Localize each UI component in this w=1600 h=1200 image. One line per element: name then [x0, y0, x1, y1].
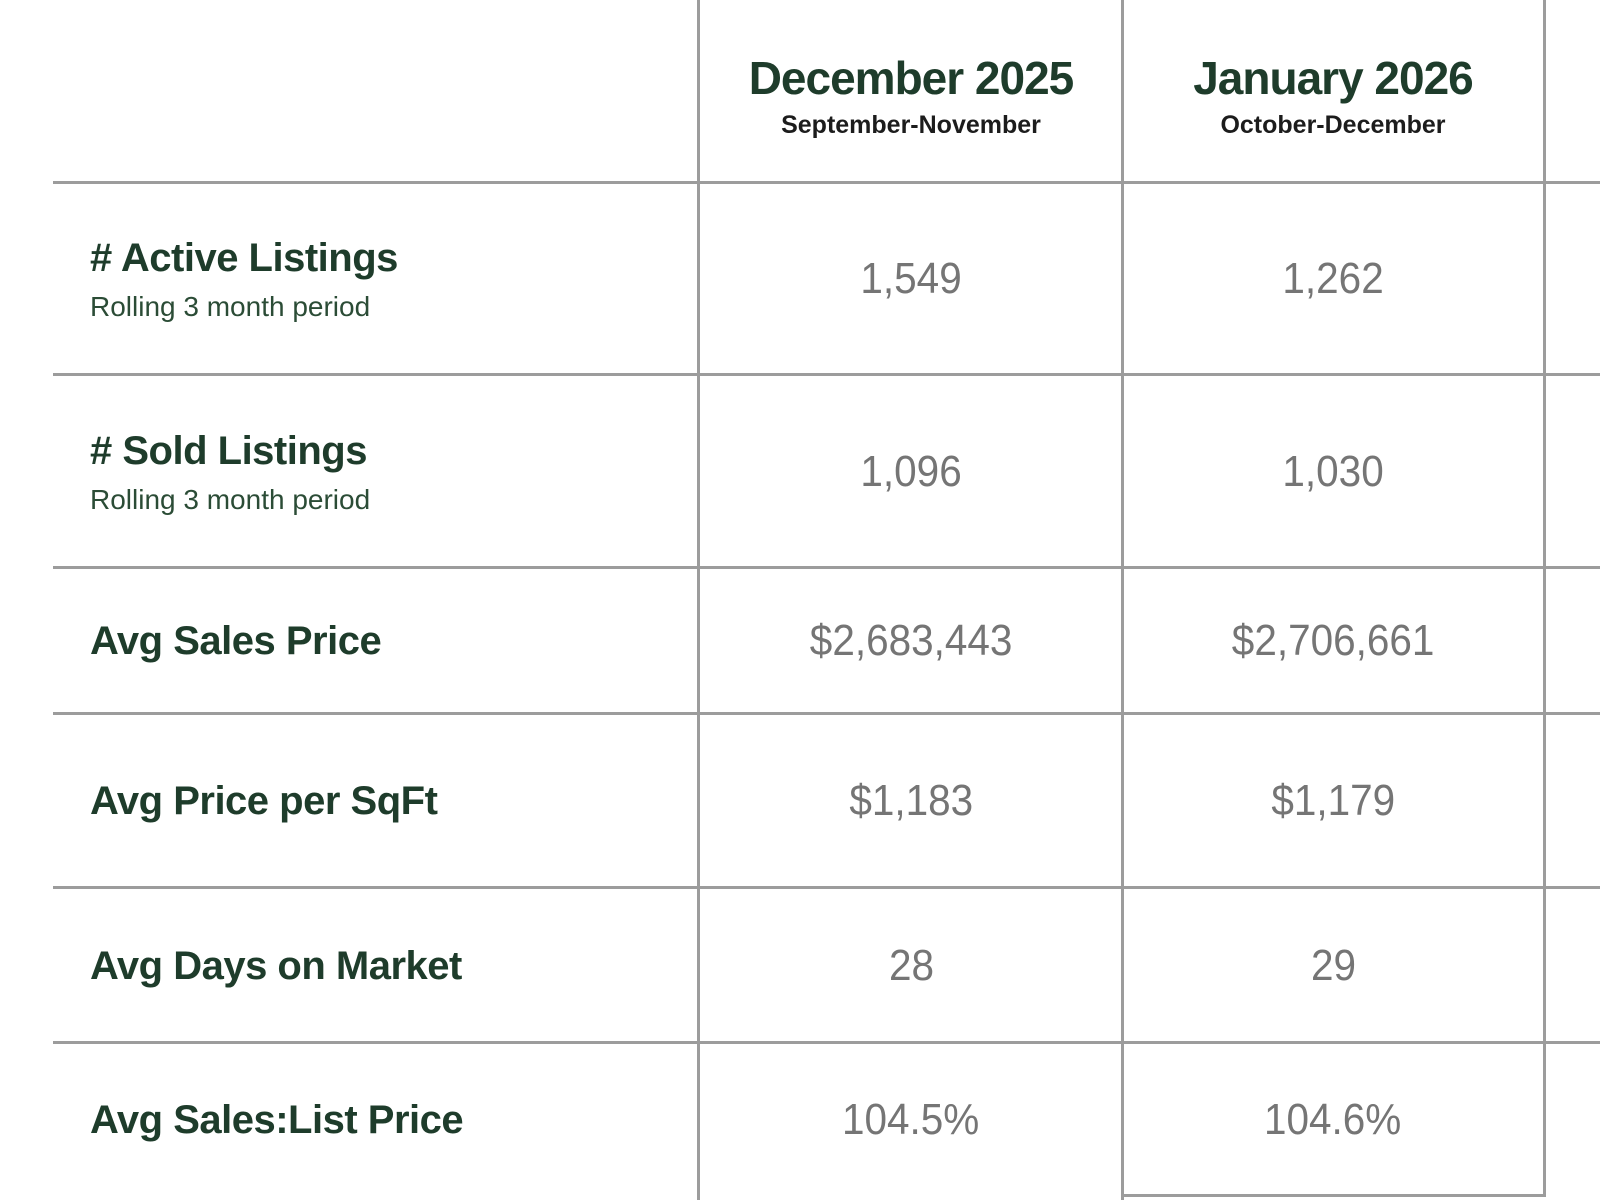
row-label-block: # Active Listings Rolling 3 month period — [90, 235, 398, 323]
cell-value-text: $1,179 — [1271, 776, 1395, 825]
column-subtitle: September-November — [781, 111, 1041, 140]
table-row-avg-sales-list-price: Avg Sales:List Price 104.5% 104.6% — [0, 1043, 1600, 1197]
header-row: December 2025 September-November January… — [0, 0, 1600, 183]
table-bottom-border — [1121, 1194, 1546, 1197]
row-label-block: Avg Price per SqFt — [90, 778, 438, 824]
cell-value-text: 29 — [1310, 940, 1356, 990]
cell-value: 1,096 — [699, 375, 1123, 568]
column-title: December 2025 — [748, 51, 1075, 104]
cell-value: 28 — [699, 888, 1123, 1043]
cell-value: 104.5% — [699, 1043, 1123, 1197]
cell-value: 104.6% — [1123, 1043, 1543, 1197]
row-divider — [53, 712, 1600, 715]
cell-value-text: 1,262 — [1282, 254, 1384, 303]
row-divider — [53, 1041, 1600, 1044]
cell-value-text: 1,030 — [1282, 446, 1384, 496]
column-divider-middle — [1121, 0, 1124, 1200]
cell-value: 1,030 — [1123, 375, 1543, 568]
column-header-december-2025: December 2025 September-November — [699, 0, 1123, 183]
table-row-avg-days-on-market: Avg Days on Market 28 29 — [0, 888, 1600, 1043]
column-header-january-2026: January 2026 October-December — [1123, 0, 1543, 183]
row-label: # Sold Listings — [90, 428, 367, 473]
row-label: Avg Days on Market — [90, 943, 462, 988]
row-label: # Active Listings — [90, 236, 398, 280]
row-label: Avg Sales:List Price — [90, 1098, 464, 1142]
cell-value: 1,549 — [699, 183, 1123, 375]
column-title: January 2026 — [1193, 51, 1474, 104]
cell-value-text: $1,183 — [849, 776, 973, 825]
column-subtitle: October-December — [1220, 111, 1446, 140]
column-divider-right — [1543, 0, 1546, 1197]
row-label-block: # Sold Listings Rolling 3 month period — [90, 428, 370, 516]
cell-value: $2,683,443 — [699, 568, 1123, 714]
row-label-block: Avg Sales:List Price — [90, 1097, 464, 1143]
cell-value-text: $2,706,661 — [1231, 616, 1435, 665]
cell-value-text: 1,096 — [860, 446, 962, 496]
cell-value: 29 — [1123, 888, 1543, 1043]
row-sublabel: Rolling 3 month period — [90, 291, 371, 322]
cell-value: $1,179 — [1123, 714, 1543, 888]
cell-value-text: 28 — [888, 940, 934, 990]
row-divider — [53, 181, 1600, 184]
row-label: Avg Sales Price — [90, 619, 382, 663]
row-divider — [53, 886, 1600, 889]
cell-value-text: 104.6% — [1264, 1095, 1402, 1144]
row-label-block: Avg Sales Price — [90, 618, 382, 664]
table-row-active-listings: # Active Listings Rolling 3 month period… — [0, 183, 1600, 375]
table-row-sold-listings: # Sold Listings Rolling 3 month period 1… — [0, 375, 1600, 568]
row-divider — [53, 373, 1600, 376]
row-label-block: Avg Days on Market — [90, 943, 462, 989]
cell-value: $1,183 — [699, 714, 1123, 888]
column-divider-left — [697, 0, 700, 1200]
cell-value-text: $2,683,443 — [809, 616, 1013, 665]
row-divider — [53, 566, 1600, 569]
cell-value: 1,262 — [1123, 183, 1543, 375]
row-sublabel: Rolling 3 month period — [90, 483, 371, 515]
cell-value-text: 104.5% — [842, 1095, 980, 1144]
table-row-avg-sales-price: Avg Sales Price $2,683,443 $2,706,661 — [0, 568, 1600, 714]
cell-value-text: 1,549 — [860, 254, 962, 303]
table-row-avg-price-per-sqft: Avg Price per SqFt $1,183 $1,179 — [0, 714, 1600, 888]
cell-value: $2,706,661 — [1123, 568, 1543, 714]
row-label: Avg Price per SqFt — [90, 779, 438, 823]
